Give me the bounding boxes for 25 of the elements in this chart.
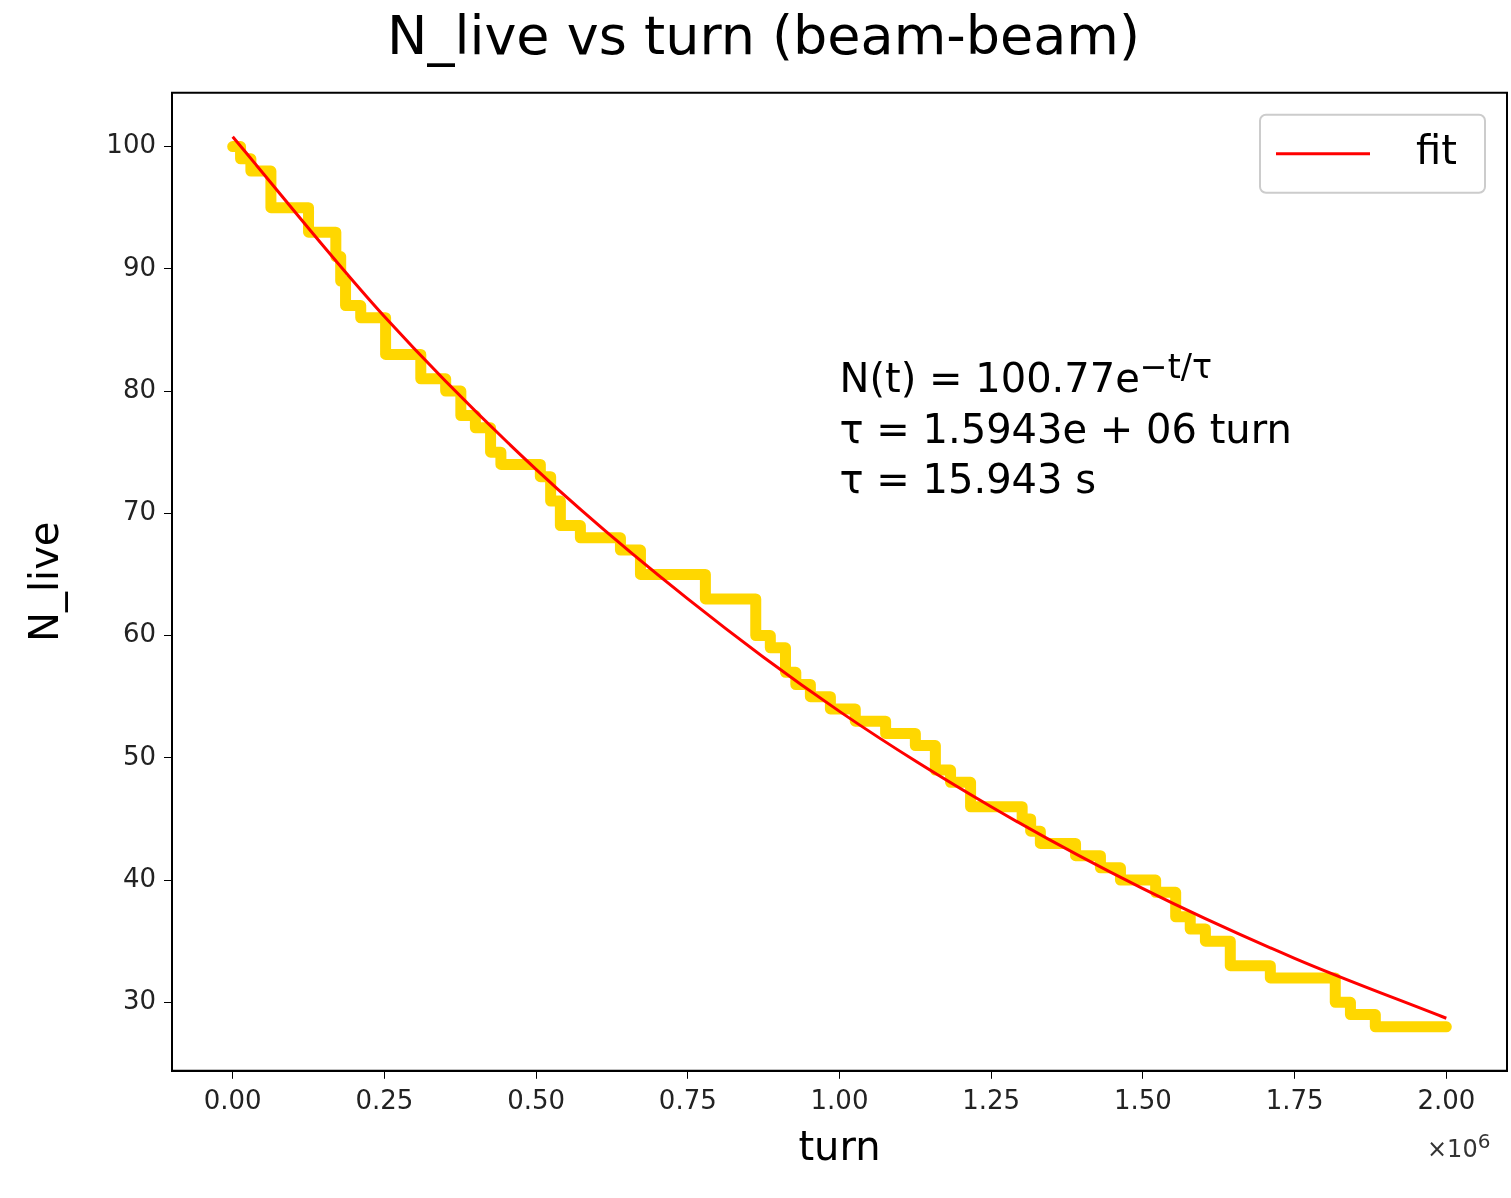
x-tick-label: 0.75 [658,1085,717,1116]
x-tick-label: 1.50 [1113,1085,1172,1116]
annotation: N(t) = 100.77e$^{−t/τ}$ [839,346,1214,404]
y-tick-label: 100 [106,129,156,160]
y-tick-label: 70 [122,496,156,527]
y-tick-label: 30 [122,985,156,1016]
x-tick-label: 0.25 [355,1085,414,1116]
y-tick-label: 60 [122,618,156,649]
y-tick-label: 90 [122,251,156,282]
annotation: τ = 1.5943e + 06 turn [839,404,1292,454]
x-tick-label: 1.25 [962,1085,1021,1116]
text: ×10$^{6}$ [1427,1128,1491,1163]
x-tick-label: 0.00 [203,1085,262,1116]
x-axis-title: turn [798,1123,881,1170]
annotation: τ = 15.943 s [839,454,1098,504]
x-tick-label: 1.00 [810,1085,869,1116]
chart-title: N_live vs turn (beam-beam) [386,4,1141,68]
y-tick-label: 40 [122,862,156,893]
x-tick-label: 2.00 [1417,1085,1476,1116]
y-tick-label: 50 [122,740,156,771]
x-tick-label: 1.75 [1265,1085,1324,1116]
x-tick-label: 0.50 [507,1085,566,1116]
y-tick-label: 80 [122,373,156,404]
legend-label: fit [1416,127,1457,174]
y-axis-title: N_live [21,521,69,643]
